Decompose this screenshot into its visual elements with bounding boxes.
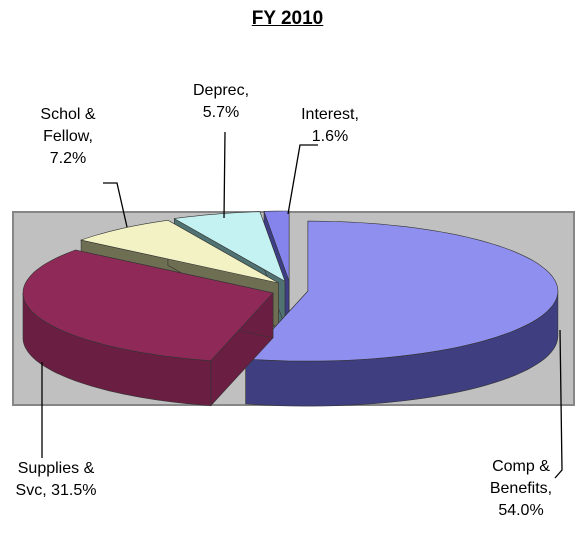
leader-line [223, 131, 226, 219]
data-label: Schol & Fellow, 7.2% [40, 106, 96, 167]
slice [22, 249, 274, 407]
leader-line [287, 144, 318, 215]
leader-line [554, 329, 563, 479]
data-label: Comp & Benefits, 54.0% [489, 458, 553, 519]
data-label: Supplies & Svc, 31.5% [15, 460, 97, 499]
data-label: Interest, 1.6% [301, 106, 359, 145]
leader-lines [41, 131, 563, 479]
slice-top [173, 211, 286, 282]
data-label: Deprec, 5.7% [192, 82, 250, 121]
slice [245, 220, 559, 407]
leader-line [103, 182, 128, 228]
pie [22, 210, 559, 407]
slice-top [79, 219, 279, 284]
slice-top [22, 249, 274, 362]
slice-top [245, 220, 559, 362]
chart-title: FY 2010 [251, 8, 324, 29]
